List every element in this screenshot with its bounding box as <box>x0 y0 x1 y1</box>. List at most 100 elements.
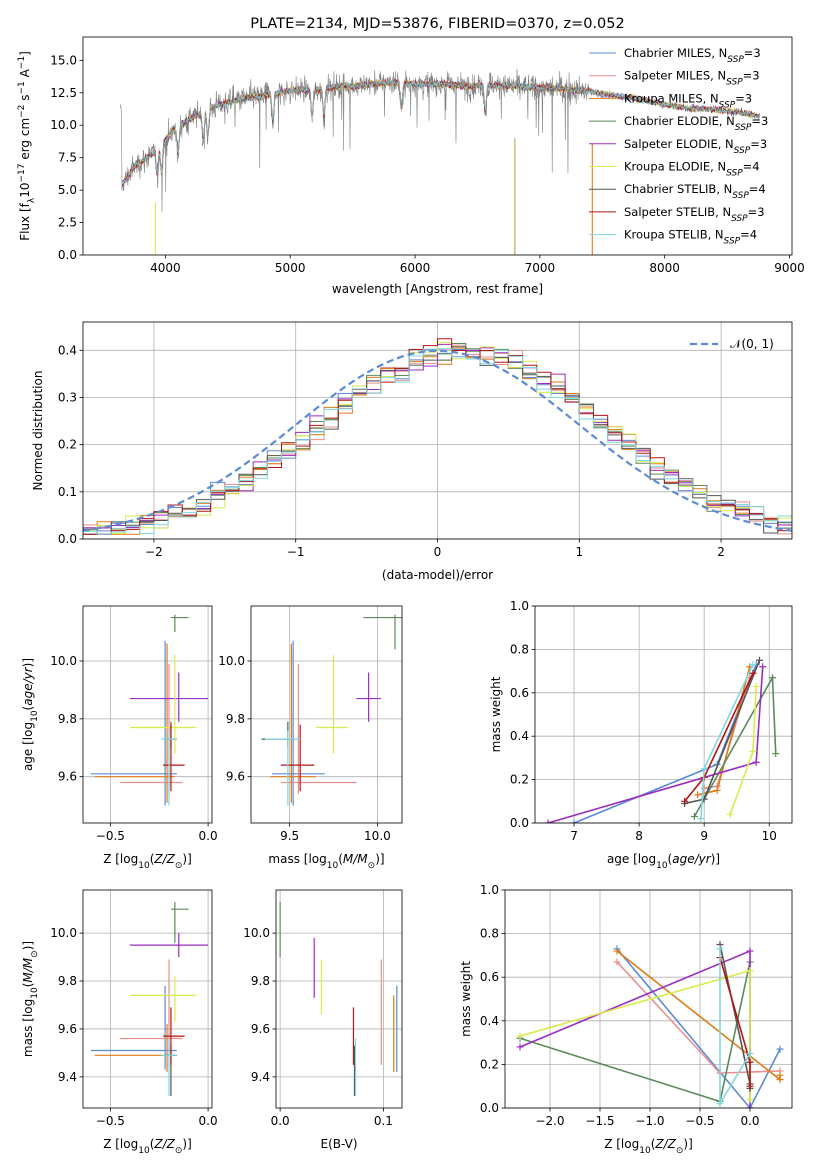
series-salpeter_elodie <box>547 666 764 823</box>
series-chabrier_elodie <box>519 961 751 1103</box>
marker-chabrier_elodie <box>690 812 698 820</box>
marker-kroupa_stelib <box>749 661 757 669</box>
axes: −2.0 −1.5 −1.0 −0.5 0.0 0.0 0.2 0.4 0.6 0.8 1.0 <box>480 883 793 1128</box>
panel-weight_vs_age: 7 8 9 10 0.0 0.2 0.4 0.6 0.8 1.0 <box>510 599 793 843</box>
tick-label-x: 10.0 <box>364 829 391 843</box>
tick-label-y: 12.5 <box>50 86 77 100</box>
axes-frame <box>504 889 793 1109</box>
tick-label-x: −2 <box>145 545 163 559</box>
tick-label-x: 7000 <box>525 261 556 275</box>
normal-curve <box>83 349 792 532</box>
marker-kroupa_elodie <box>746 967 754 975</box>
tick-label-x: 0 <box>434 545 442 559</box>
axes-frame <box>82 605 213 824</box>
legend: 𝒩(0, 1) <box>690 337 774 351</box>
tick-label-x: 9000 <box>774 261 805 275</box>
legend-label-kroupa_elodie: Kroupa ELODIE, NSSP=4 <box>624 160 760 179</box>
marker-salpeter_elodie <box>759 663 767 671</box>
tick-label-y: 9.6 <box>226 770 245 784</box>
tick-label-x: 4000 <box>150 261 181 275</box>
axes-frame <box>82 321 793 540</box>
plot-area <box>83 338 792 539</box>
marker-salpeter_miles <box>613 958 621 966</box>
legend-label-salpeter_miles: Salpeter MILES, NSSP=3 <box>624 69 760 88</box>
marker-kroupa_miles <box>613 947 621 955</box>
marker-kroupa_stelib <box>716 1100 724 1108</box>
marker-kroupa_elodie <box>516 1032 524 1040</box>
axes-frame <box>82 889 213 1109</box>
tick-label-y: 15.0 <box>50 53 77 67</box>
legend-label-salpeter_stelib: Salpeter STELIB, NSSP=3 <box>624 205 765 224</box>
observed-spectrum <box>120 68 589 212</box>
marker-salpeter_elodie <box>752 758 760 766</box>
tick-label-x: 10 <box>762 829 777 843</box>
y-axis-label: Normed distribution <box>31 371 45 491</box>
tick-label-y: 0.3 <box>58 390 77 404</box>
tick-label-x: −1 <box>287 545 305 559</box>
tick-label-x: 0.0 <box>199 829 218 843</box>
tick-label-y: 10.0 <box>218 654 245 668</box>
series-chabrier_stelib <box>719 944 751 1089</box>
series-kroupa_elodie <box>519 969 751 1100</box>
marker-kroupa_stelib <box>746 1050 754 1057</box>
tick-label-x: 9.5 <box>280 829 299 843</box>
axes-frame <box>275 889 403 1109</box>
series-kroupa_miles <box>616 950 781 1082</box>
tick-label-y: 9.8 <box>226 712 245 726</box>
axes: −0.5 0.0 9.6 9.8 10.0 <box>50 605 218 843</box>
axes: 0.0 0.1 9.4 9.6 9.8 10.0 <box>243 889 403 1128</box>
panel-weight_vs_Z: −2.0 −1.5 −1.0 −0.5 0.0 0.0 0.2 0.4 0.6 0.8 1.0 <box>480 883 793 1128</box>
tick-label-x: 6000 <box>400 261 431 275</box>
tick-label-y: 9.4 <box>251 1070 270 1084</box>
tick-label-y: 9.6 <box>58 770 77 784</box>
legend: Chabrier MILES, NSSP=3 Salpeter MILES, NS… <box>589 46 768 247</box>
x-axis-label: (data-model)/error <box>382 568 493 582</box>
tick-label-y: 0.4 <box>480 1014 499 1028</box>
marker-chabrier_elodie <box>772 750 780 758</box>
marker-salpeter_stelib <box>681 797 689 805</box>
marker-salpeter_miles <box>700 784 708 792</box>
plot-area <box>120 68 760 255</box>
tick-label-y: 0.0 <box>58 532 77 546</box>
marker-chabrier_miles <box>570 819 578 823</box>
tick-label-y: 9.6 <box>58 1022 77 1036</box>
tick-label-y: 10.0 <box>50 118 77 132</box>
tick-label-y: 10.0 <box>50 926 77 940</box>
histogram-kroupa_stelib <box>83 348 792 539</box>
x-axis-label: E(B-V) <box>320 1137 357 1151</box>
tick-label-y: 7.5 <box>58 151 77 165</box>
tick-label-x: 0.0 <box>199 1114 218 1128</box>
legend-label-salpeter_elodie: Salpeter ELODIE, NSSP=3 <box>624 137 767 156</box>
plot-area <box>90 901 209 1097</box>
x-axis-label: Z [log10(Z/Z⊙)] <box>103 852 192 871</box>
legend-label-chabrier_miles: Chabrier MILES, NSSP=3 <box>624 46 761 65</box>
marker-chabrier_stelib <box>755 656 763 664</box>
tick-label-x: −0.5 <box>685 1114 714 1128</box>
tick-label-x: −0.5 <box>96 829 125 843</box>
chart-title: PLATE=2134, MJD=53876, FIBERID=0370, z=0… <box>250 16 624 32</box>
marker-kroupa_elodie <box>752 682 760 690</box>
tick-label-y: 9.6 <box>251 1022 270 1036</box>
legend-label-kroupa_stelib: Kroupa STELIB, NSSP=4 <box>624 228 757 247</box>
tick-label-y: 0.8 <box>510 642 529 656</box>
tick-label-y: 0.2 <box>510 773 529 787</box>
tick-label-y: 9.8 <box>251 974 270 988</box>
grid <box>83 890 212 1108</box>
tick-label-y: 0.0 <box>480 1101 499 1115</box>
tick-label-x: −2.0 <box>535 1114 564 1128</box>
tick-label-y: 9.8 <box>58 974 77 988</box>
plot-area <box>90 614 209 806</box>
legend-label-kroupa_miles: Kroupa MILES, NSSP=3 <box>624 91 752 110</box>
axes: 9.5 10.0 9.6 9.8 10.0 <box>218 605 403 843</box>
marker-kroupa_stelib <box>700 765 708 773</box>
histogram-salpeter_stelib <box>83 338 792 539</box>
x-axis-label: age [log10(age/yr)] <box>607 852 720 871</box>
axes-frame <box>82 36 793 256</box>
panel-mass_vs_ebv: 0.0 0.1 9.4 9.6 9.8 10.0 <box>243 889 403 1128</box>
marker-salpeter_stelib <box>746 1082 754 1090</box>
tick-label-y: 9.8 <box>58 712 77 726</box>
y-axis-label: mass weight <box>489 676 503 752</box>
axes: 7 8 9 10 0.0 0.2 0.4 0.6 0.8 1.0 <box>510 599 793 843</box>
tick-label-x: −1.0 <box>635 1114 664 1128</box>
tick-label-y: 0.4 <box>58 343 77 357</box>
